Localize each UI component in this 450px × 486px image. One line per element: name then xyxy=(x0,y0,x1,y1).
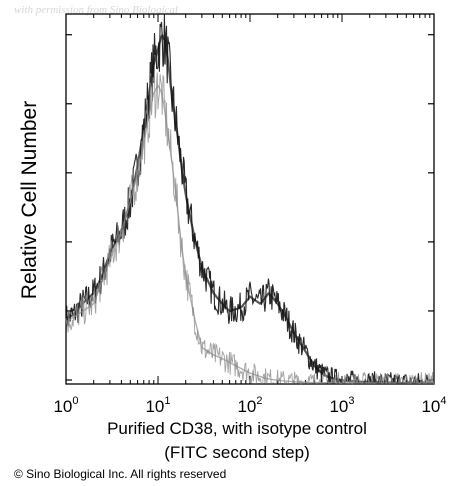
watermark-text: with permission from Sino Biological xyxy=(14,4,178,16)
x-tick-label-base: 10 xyxy=(421,397,440,416)
plot-frame xyxy=(65,13,435,385)
x-tick-label: 103 xyxy=(329,395,354,416)
x-tick-label: 100 xyxy=(53,395,78,416)
x-tick-label-exponent: 0 xyxy=(72,395,78,407)
x-axis-label-line2: (FITC second step) xyxy=(164,443,310,462)
x-tick-label: 102 xyxy=(237,395,262,416)
x-tick-label-base: 10 xyxy=(145,397,164,416)
x-axis-label-line1: Purified CD38, with isotype control xyxy=(107,419,367,438)
x-tick-label-exponent: 2 xyxy=(256,395,262,407)
x-tick-label: 101 xyxy=(145,395,170,416)
histogram-series-1-trace xyxy=(65,33,434,384)
x-tick-label: 104 xyxy=(421,395,446,416)
histogram-series-1 xyxy=(65,13,434,386)
x-tick-label-exponent: 1 xyxy=(164,395,170,407)
copyright-notice: © Sino Biological Inc. All rights reserv… xyxy=(14,467,227,481)
x-tick-label-base: 10 xyxy=(237,397,256,416)
histogram-series-2-trace xyxy=(65,84,434,384)
x-tick-label-base: 10 xyxy=(53,397,72,416)
histogram-series-2 xyxy=(65,72,434,385)
x-tick-label-exponent: 4 xyxy=(440,395,446,407)
y-axis-label: Relative Cell Number xyxy=(18,100,41,300)
x-tick-label-exponent: 3 xyxy=(348,395,354,407)
x-tick-label-base: 10 xyxy=(329,397,348,416)
